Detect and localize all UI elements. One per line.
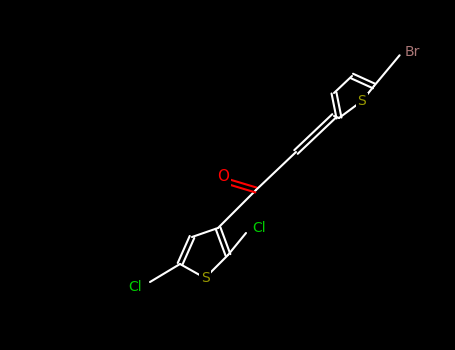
Text: Cl: Cl	[252, 221, 266, 235]
Text: O: O	[217, 169, 229, 184]
Text: Br: Br	[404, 45, 420, 59]
Text: S: S	[201, 271, 209, 285]
Text: Cl: Cl	[128, 280, 142, 294]
Text: S: S	[358, 94, 366, 108]
